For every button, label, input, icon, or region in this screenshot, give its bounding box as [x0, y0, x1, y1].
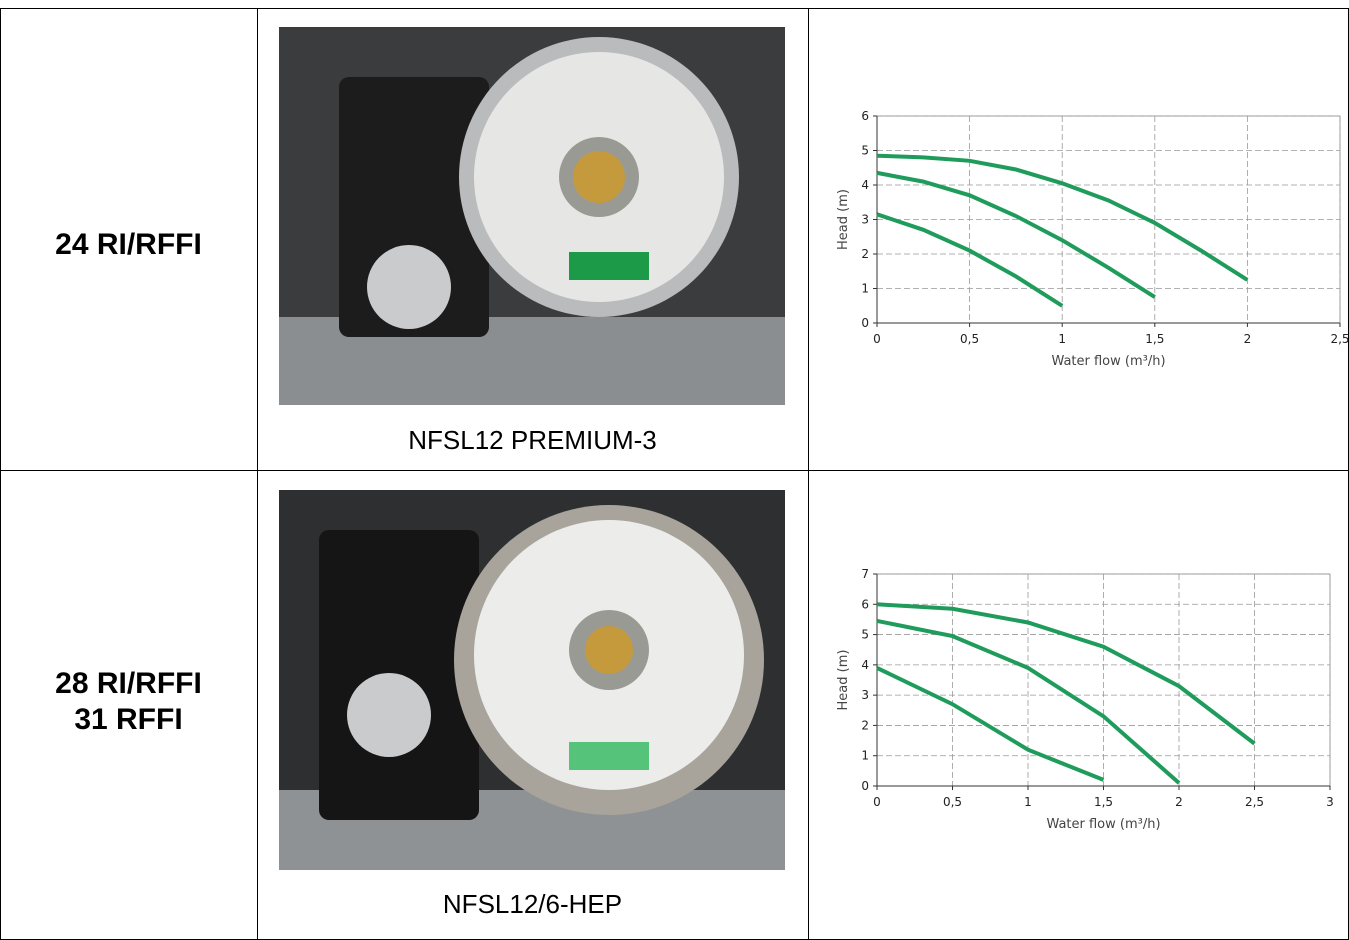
pump-name: NFSL12 PREMIUM-3 [257, 425, 808, 456]
y-tick-label: 4 [861, 178, 869, 192]
x-tick-label: 1 [1024, 795, 1032, 809]
y-tick-label: 4 [861, 658, 869, 672]
x-tick-label: 1 [1058, 332, 1066, 346]
x-tick-label: 0 [873, 795, 881, 809]
y-tick-label: 6 [861, 109, 869, 123]
y-tick-label: 7 [861, 567, 869, 581]
x-tick-label: 2 [1244, 332, 1252, 346]
pump-name: NFSL12/6-HEP [257, 889, 808, 920]
y-tick-label: 1 [861, 749, 869, 763]
y-tick-label: 0 [861, 779, 869, 793]
x-axis-label: Water flow (m³/h) [1051, 354, 1165, 369]
y-axis-label: Head (m) [836, 650, 851, 711]
x-tick-label: 2 [1175, 795, 1183, 809]
x-tick-label: 2,5 [1245, 795, 1264, 809]
x-tick-label: 0,5 [960, 332, 979, 346]
x-tick-label: 0,5 [943, 795, 962, 809]
pump-photo [279, 490, 785, 870]
y-tick-label: 5 [861, 628, 869, 642]
x-tick-label: 1,5 [1094, 795, 1113, 809]
y-tick-label: 6 [861, 597, 869, 611]
y-tick-label: 3 [861, 688, 869, 702]
y-tick-label: 3 [861, 213, 869, 227]
y-tick-label: 0 [861, 316, 869, 330]
y-axis-label: Head (m) [836, 189, 851, 250]
model-line: 28 RI/RFFI [0, 666, 257, 702]
pump-curve-chart: 0 1 2 3 4 5 6 7 0 0,5 1 1,5 2 2,5 3 Water flow (m³/h) He… [809, 471, 1348, 931]
model-line: 31 RFFI [0, 702, 257, 738]
x-axis-label: Water flow (m³/h) [1046, 817, 1160, 832]
pump-curve-chart: 0 1 2 3 4 5 6 0 0,5 1 1,5 2 2,5 Water flow (m³/h) Head… [809, 9, 1348, 469]
x-tick-label: 0 [873, 332, 881, 346]
y-tick-label: 2 [861, 247, 869, 261]
y-tick-label: 1 [861, 282, 869, 296]
pump-photo [279, 27, 785, 405]
x-tick-label: 1,5 [1145, 332, 1164, 346]
page: 24 RI/RFFI 28 RI/RFFI31 RFFI NFSL12 PREM… [0, 0, 1349, 933]
x-tick-label: 3 [1326, 795, 1334, 809]
model: 24 RI/RFFI [0, 227, 257, 263]
x-tick-label: 2,5 [1330, 332, 1348, 346]
y-tick-label: 2 [861, 718, 869, 732]
plot-area [877, 116, 1340, 323]
model-line: 24 RI/RFFI [0, 227, 257, 263]
y-tick-label: 5 [861, 144, 869, 158]
